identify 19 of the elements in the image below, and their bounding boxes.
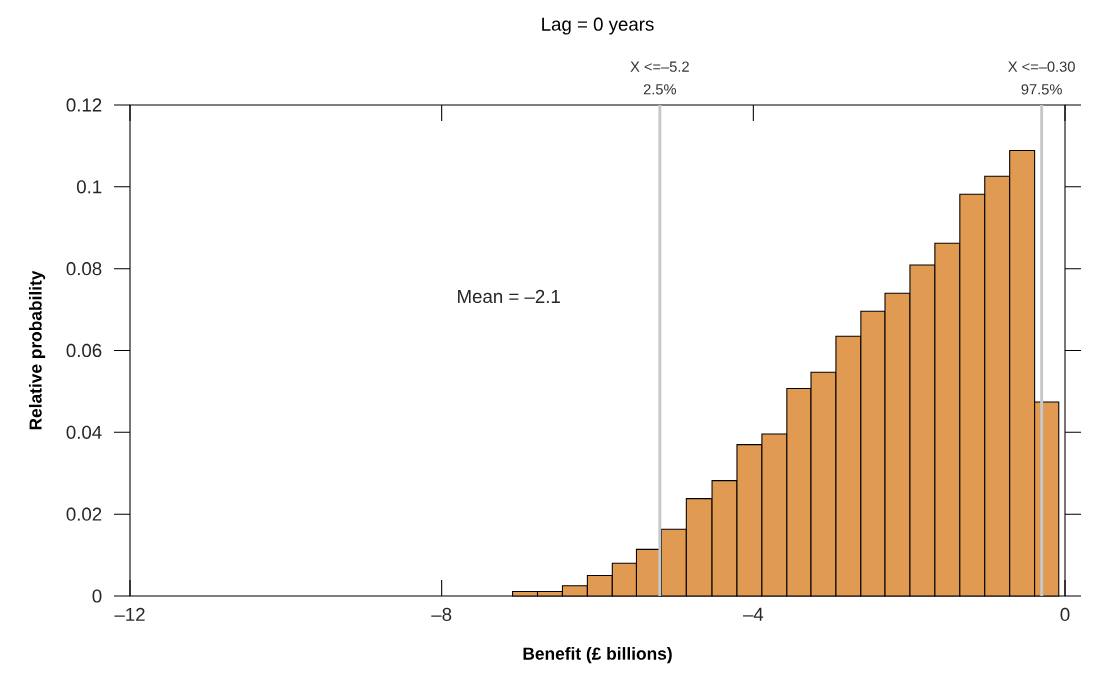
- annotation: Mean = –2.1: [458, 289, 560, 304]
- y-tick-label: 0.02: [66, 507, 102, 521]
- x-tick-label: –8: [431, 607, 452, 622]
- y-tick-label: 0.08: [66, 262, 102, 276]
- annotation: 2.5%: [643, 84, 677, 95]
- y-tick-label: 0.12: [66, 98, 102, 112]
- x-tick-label: –4: [742, 607, 764, 621]
- chart-title: Lag = 0 years: [542, 17, 654, 35]
- x-tick-label: –12: [114, 607, 145, 621]
- y-axis-title: Relative probability: [28, 270, 46, 430]
- y-tick-label: 0.1: [76, 180, 102, 194]
- ref-line-label: X <=–5.2: [630, 61, 689, 72]
- ref-line-label: X <=–0.30: [1008, 61, 1075, 72]
- y-tick-label: 0.06: [66, 343, 102, 358]
- x-axis-title: Benefit (£ billions): [523, 647, 672, 664]
- y-tick-label: 0: [92, 589, 102, 603]
- y-tick-label: 0.04: [66, 425, 102, 439]
- annotation: 97.5%: [1021, 84, 1062, 95]
- x-tick-label: 0: [1060, 607, 1070, 622]
